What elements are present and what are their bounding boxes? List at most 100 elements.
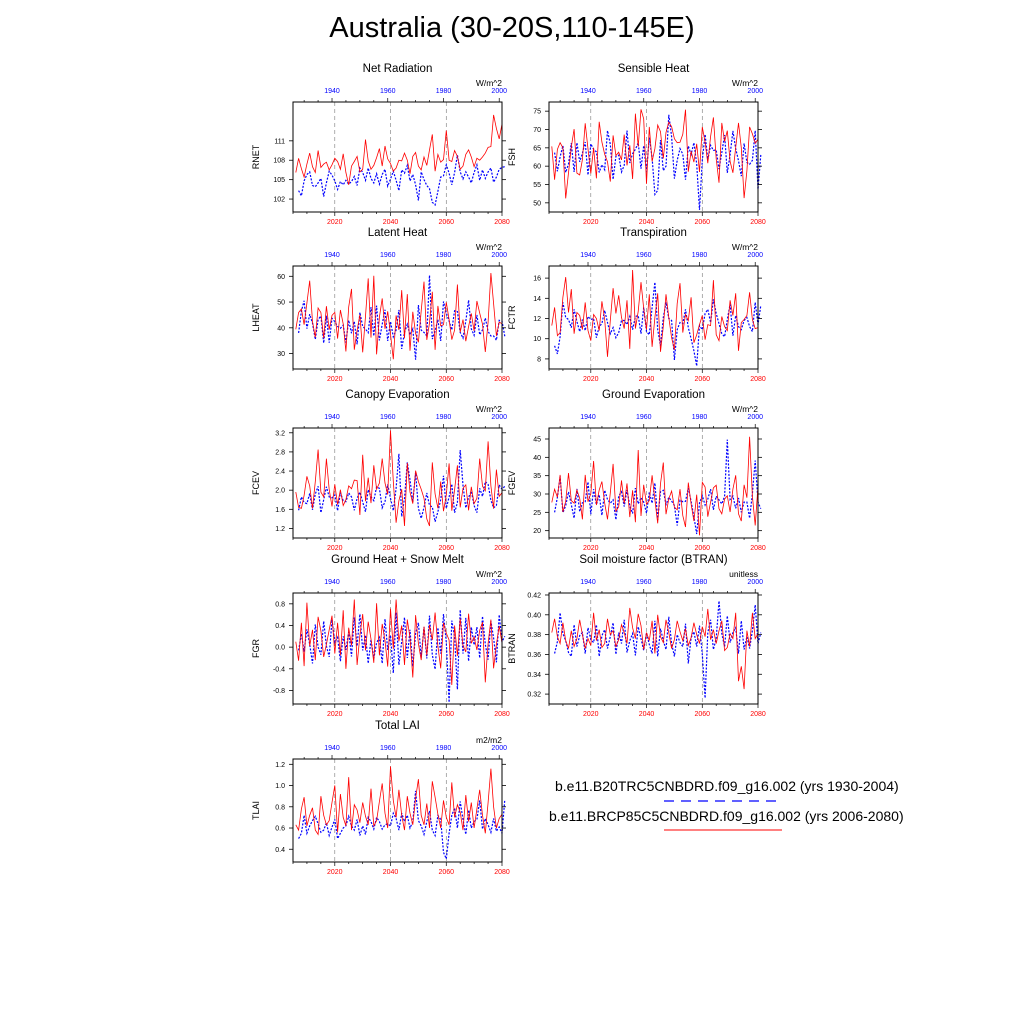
plot-frame (292, 427, 503, 539)
y-tick-label: 102 (273, 197, 285, 204)
series-future-line (295, 766, 503, 836)
panel-title: Soil moisture factor (BTRAN) (579, 554, 727, 566)
x-tick-label-bottom: 2080 (494, 711, 510, 718)
series-future-line (551, 269, 759, 357)
x-tick-label-top: 1940 (580, 88, 596, 95)
x-tick-label-top: 1940 (580, 252, 596, 259)
y-tick-label: 1.2 (275, 762, 285, 769)
x-tick-label-bottom: 2060 (694, 545, 710, 552)
x-tick-label-bottom: 2060 (438, 869, 454, 876)
panel-tlai: Total LAI m2/m2 TLAI 0.4 0.6 0.8 1.0 1.2 2020 204… (251, 720, 510, 876)
y-tick-label: 40 (277, 325, 285, 332)
x-tick-label-bottom: 2040 (383, 545, 399, 552)
panel-units: W/m^2 (732, 78, 758, 88)
plot-frame (292, 758, 503, 863)
series-future-line (551, 109, 759, 199)
x-tick-label-bottom: 2040 (639, 545, 655, 552)
x-tick-label-bottom: 2080 (494, 376, 510, 383)
panel-fcev: Canopy Evaporation W/m^2 FCEV 1.2 1.6 2.0 2.4 2… (251, 389, 510, 552)
x-tick-label-bottom: 2080 (494, 545, 510, 552)
y-axis-label: FCTR (507, 305, 517, 329)
panel-units: W/m^2 (732, 242, 758, 252)
y-tick-label: 1.0 (275, 783, 285, 790)
x-tick-label-top: 1940 (324, 88, 340, 95)
y-tick-label: 0.40 (527, 612, 541, 619)
y-tick-label: 105 (273, 177, 285, 184)
series-historical-line (554, 600, 762, 699)
y-tick-label: 111 (274, 138, 285, 145)
x-tick-label-bottom: 2080 (750, 219, 766, 226)
x-tick-label-bottom: 2060 (438, 376, 454, 383)
y-tick-label: 2.4 (275, 469, 285, 476)
panel-fgev: Ground Evaporation W/m^2 FGEV 20 25 30 35 40 45 2… (507, 389, 766, 552)
plot-frame (548, 427, 759, 539)
page-title: Australia (30-20S,110-145E) (329, 12, 695, 44)
x-tick-label-top: 1960 (380, 745, 396, 752)
series-future-line (295, 599, 503, 686)
x-tick-label-bottom: 2080 (750, 545, 766, 552)
panel-title: Net Radiation (363, 63, 433, 75)
x-tick-label-top: 1980 (692, 579, 708, 586)
y-tick-label: 108 (273, 158, 285, 165)
panel-title: Ground Heat + Snow Melt (331, 554, 464, 566)
y-tick-label: 0.42 (527, 592, 541, 599)
series-future-line (295, 272, 503, 360)
x-tick-label-top: 1960 (636, 414, 652, 421)
plot-frame (292, 101, 503, 213)
series-future-line (551, 607, 759, 690)
x-tick-label-bottom: 2020 (583, 376, 599, 383)
series-future-line (295, 430, 503, 527)
x-tick-label-top: 2000 (491, 745, 507, 752)
panel-title: Ground Evaporation (602, 389, 705, 401)
y-tick-label: 65 (533, 145, 541, 152)
series-future-line (551, 436, 759, 536)
x-tick-label-bottom: 2080 (750, 376, 766, 383)
series-historical-line (554, 282, 762, 367)
x-tick-label-top: 2000 (747, 88, 763, 95)
x-tick-label-bottom: 2040 (639, 376, 655, 383)
y-tick-label: 0.4 (275, 623, 285, 630)
y-axis-label: RNET (251, 144, 261, 169)
x-tick-label-bottom: 2040 (639, 219, 655, 226)
y-tick-label: 70 (533, 127, 541, 134)
x-tick-label-top: 1980 (436, 579, 452, 586)
x-tick-label-bottom: 2020 (327, 545, 343, 552)
panel-units: m2/m2 (476, 735, 502, 745)
x-tick-label-top: 2000 (747, 579, 763, 586)
y-tick-label: 10 (533, 336, 541, 343)
x-tick-label-top: 1960 (380, 579, 396, 586)
x-tick-label-bottom: 2040 (383, 869, 399, 876)
y-tick-label: 0.36 (527, 652, 541, 659)
series-historical-line (554, 114, 762, 210)
x-tick-label-bottom: 2020 (327, 869, 343, 876)
series-future-line (295, 114, 503, 185)
y-axis-label: FSH (507, 148, 517, 166)
y-tick-label: 0.6 (275, 826, 285, 833)
x-tick-label-top: 1980 (436, 745, 452, 752)
panel-title: Transpiration (620, 227, 687, 239)
x-tick-label-bottom: 2080 (750, 711, 766, 718)
series-historical-line (298, 609, 506, 703)
y-tick-label: 60 (277, 274, 285, 281)
x-tick-label-top: 2000 (491, 252, 507, 259)
panel-fctr: Transpiration W/m^2 FCTR 8 10 12 14 16 2020 2040 2… (507, 227, 766, 383)
panel-fsh: Sensible Heat W/m^2 FSH 50 55 60 65 70 75 2020 204… (507, 63, 766, 226)
panel-rnet: Net Radiation W/m^2 RNET 102 105 108 111 2020 20… (251, 63, 510, 226)
series-historical-line (298, 155, 505, 207)
panel-units: W/m^2 (476, 78, 502, 88)
y-tick-label: 2.8 (275, 449, 285, 456)
y-tick-label: 60 (533, 164, 541, 171)
x-tick-label-top: 1940 (324, 414, 340, 421)
y-tick-label: 35 (533, 473, 541, 480)
y-tick-label: 50 (533, 200, 541, 207)
x-tick-label-top: 2000 (491, 88, 507, 95)
x-tick-label-bottom: 2040 (383, 219, 399, 226)
x-tick-label-bottom: 2020 (583, 219, 599, 226)
y-tick-label: 0.0 (275, 645, 285, 652)
x-tick-label-bottom: 2060 (438, 545, 454, 552)
x-tick-label-bottom: 2080 (494, 869, 510, 876)
x-tick-label-top: 1960 (636, 579, 652, 586)
x-tick-label-top: 1980 (436, 414, 452, 421)
y-axis-label: BTRAN (507, 633, 517, 664)
